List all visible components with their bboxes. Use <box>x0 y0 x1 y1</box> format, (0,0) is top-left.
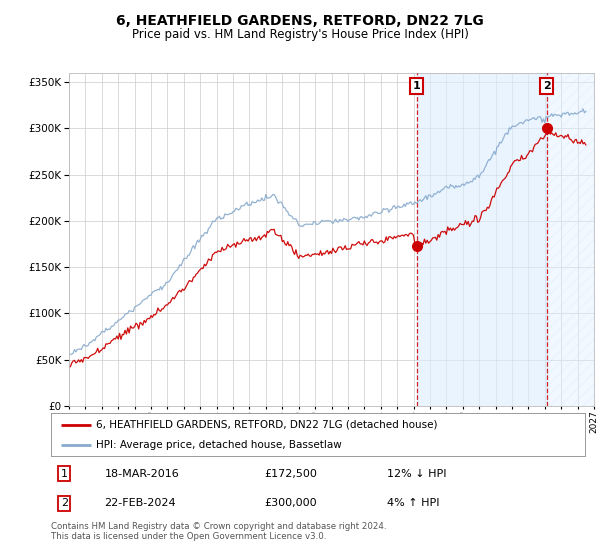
Bar <box>547 73 594 406</box>
Text: 6, HEATHFIELD GARDENS, RETFORD, DN22 7LG: 6, HEATHFIELD GARDENS, RETFORD, DN22 7LG <box>116 14 484 28</box>
Text: 2: 2 <box>61 498 68 508</box>
Text: 6, HEATHFIELD GARDENS, RETFORD, DN22 7LG (detached house): 6, HEATHFIELD GARDENS, RETFORD, DN22 7LG… <box>97 419 438 430</box>
Text: Price paid vs. HM Land Registry's House Price Index (HPI): Price paid vs. HM Land Registry's House … <box>131 28 469 41</box>
Text: 2: 2 <box>543 81 551 91</box>
Text: 12% ↓ HPI: 12% ↓ HPI <box>388 469 447 479</box>
Text: 18-MAR-2016: 18-MAR-2016 <box>104 469 179 479</box>
Text: HPI: Average price, detached house, Bassetlaw: HPI: Average price, detached house, Bass… <box>97 441 342 450</box>
Text: 1: 1 <box>413 81 421 91</box>
Text: £300,000: £300,000 <box>265 498 317 508</box>
Text: 1: 1 <box>61 469 68 479</box>
Text: £172,500: £172,500 <box>265 469 317 479</box>
Bar <box>417 73 547 406</box>
Text: 22-FEB-2024: 22-FEB-2024 <box>104 498 176 508</box>
Text: 4% ↑ HPI: 4% ↑ HPI <box>388 498 440 508</box>
Text: Contains HM Land Registry data © Crown copyright and database right 2024.
This d: Contains HM Land Registry data © Crown c… <box>51 522 386 542</box>
